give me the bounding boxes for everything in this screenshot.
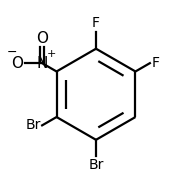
Text: O: O [11, 56, 23, 71]
Text: N: N [36, 56, 48, 71]
Text: −: − [7, 46, 18, 59]
Text: +: + [46, 49, 56, 59]
Text: O: O [36, 31, 48, 46]
Text: Br: Br [88, 158, 104, 172]
Text: F: F [92, 16, 100, 30]
Text: Br: Br [26, 118, 41, 132]
Text: F: F [152, 56, 160, 70]
